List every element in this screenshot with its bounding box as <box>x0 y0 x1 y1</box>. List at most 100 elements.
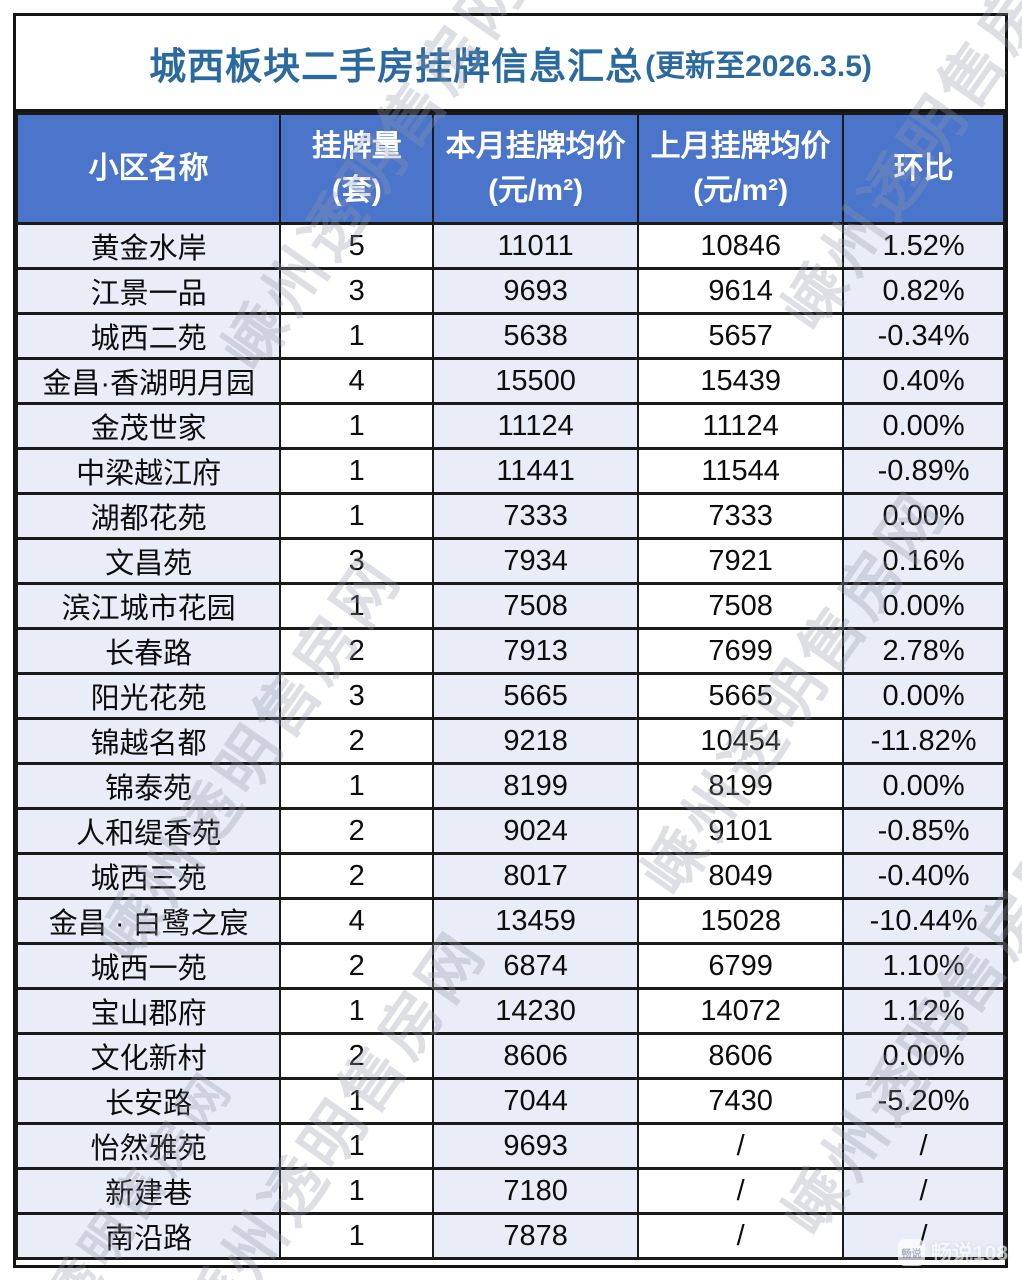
price-last-month-cell: / <box>637 1212 845 1260</box>
mom-change-cell: -11.82% <box>842 717 1005 765</box>
page-title: 城西板块二手房挂牌信息汇总 (更新至2026.3.5) <box>16 16 1005 112</box>
community-name-cell: 滨江城市花园 <box>15 582 282 630</box>
app-watermark-label: 畅说108 <box>931 1242 1009 1265</box>
table-row: 金茂世家 1 11124 11124 0.00% <box>15 402 1005 450</box>
listing-count-cell: 5 <box>279 222 435 270</box>
community-name-cell: 锦越名都 <box>15 717 282 765</box>
table-row: 文化新村 2 8606 8606 0.00% <box>15 1032 1005 1080</box>
table-row: 长安路 1 7044 7430 -5.20% <box>15 1077 1005 1125</box>
price-last-month-cell: 8606 <box>637 1032 845 1080</box>
price-last-month-cell: 15028 <box>637 897 845 945</box>
listing-count-cell: 1 <box>279 402 435 450</box>
price-this-month-cell: 7934 <box>432 537 640 585</box>
price-last-month-cell: 7430 <box>637 1077 845 1125</box>
listings-table: 小区名称 挂牌量 (套) 本月挂牌均价 (元/m²) 上月挂牌均价 (元/m²) 环比 黄金水… <box>15 112 1005 1260</box>
community-name-cell: 南沿路 <box>15 1212 282 1260</box>
table-row: 阳光花苑 3 5665 5665 0.00% <box>15 672 1005 720</box>
table-header-row: 小区名称 挂牌量 (套) 本月挂牌均价 (元/m²) 上月挂牌均价 (元/m²) 环比 <box>15 112 1005 225</box>
price-this-month-cell: 9024 <box>432 807 640 855</box>
community-name-cell: 湖都花苑 <box>15 492 282 540</box>
listing-count-cell: 1 <box>279 1212 435 1260</box>
price-this-month-cell: 11124 <box>432 402 640 450</box>
page-title-update-date: (更新至2026.3.5) <box>645 49 872 83</box>
price-this-month-cell: 9218 <box>432 717 640 765</box>
community-name-cell: 阳光花苑 <box>15 672 282 720</box>
listing-count-cell: 1 <box>279 1167 435 1215</box>
price-last-month-cell: 6799 <box>637 942 845 990</box>
table-row: 锦泰苑 1 8199 8199 0.00% <box>15 762 1005 810</box>
price-this-month-cell: 9693 <box>432 267 640 315</box>
mom-change-cell: -0.34% <box>842 312 1005 360</box>
mom-change-cell: 1.12% <box>842 987 1005 1035</box>
mom-change-cell: 0.40% <box>842 357 1005 405</box>
table-row: 黄金水岸 5 11011 10846 1.52% <box>15 222 1005 270</box>
table-row: 长春路 2 7913 7699 2.78% <box>15 627 1005 675</box>
mom-change-cell: 0.00% <box>842 672 1005 720</box>
price-this-month-cell: 11441 <box>432 447 640 495</box>
price-this-month-cell: 7878 <box>432 1212 640 1260</box>
listing-count-cell: 3 <box>279 267 435 315</box>
table-row: 文昌苑 3 7934 7921 0.16% <box>15 537 1005 585</box>
app-watermark-badge: 畅说 畅说108 <box>898 1237 1008 1267</box>
mom-change-cell: 0.00% <box>842 402 1005 450</box>
column-header-price-last-month: 上月挂牌均价 (元/m²) <box>637 112 845 225</box>
price-last-month-cell: 10454 <box>637 717 845 765</box>
table-row: 新建巷 1 7180// <box>15 1167 1005 1215</box>
price-last-month-cell: 5657 <box>637 312 845 360</box>
price-this-month-cell: 7180 <box>432 1167 640 1215</box>
community-name-cell: 中梁越江府 <box>15 447 282 495</box>
community-name-cell: 长安路 <box>15 1077 282 1125</box>
community-name-cell: 城西三苑 <box>15 852 282 900</box>
price-last-month-cell: 7699 <box>637 627 845 675</box>
column-header-price-this-month: 本月挂牌均价 (元/m²) <box>432 112 640 225</box>
column-header-community: 小区名称 <box>15 112 282 225</box>
listing-count-cell: 2 <box>279 717 435 765</box>
price-last-month-cell: 10846 <box>637 222 845 270</box>
listing-count-cell: 3 <box>279 672 435 720</box>
price-last-month-cell: / <box>637 1122 845 1170</box>
community-name-cell: 人和缇香苑 <box>15 807 282 855</box>
community-name-cell: 金昌·香湖明月园 <box>15 357 282 405</box>
price-this-month-cell: 15500 <box>432 357 640 405</box>
price-last-month-cell: 8199 <box>637 762 845 810</box>
price-this-month-cell: 8199 <box>432 762 640 810</box>
community-name-cell: 江景一品 <box>15 267 282 315</box>
table-head: 小区名称 挂牌量 (套) 本月挂牌均价 (元/m²) 上月挂牌均价 (元/m²) 环比 <box>15 112 1005 225</box>
listing-count-cell: 1 <box>279 447 435 495</box>
listing-count-cell: 2 <box>279 627 435 675</box>
mom-change-cell: -0.85% <box>842 807 1005 855</box>
price-last-month-cell: 15439 <box>637 357 845 405</box>
table-row: 锦越名都 2 9218 10454 -11.82% <box>15 717 1005 765</box>
listing-count-cell: 2 <box>279 1032 435 1080</box>
mom-change-cell: 0.00% <box>842 582 1005 630</box>
price-this-month-cell: 7044 <box>432 1077 640 1125</box>
mom-change-cell: 2.78% <box>842 627 1005 675</box>
mom-change-cell: 0.00% <box>842 762 1005 810</box>
listing-count-cell: 4 <box>279 357 435 405</box>
price-this-month-cell: 8017 <box>432 852 640 900</box>
listing-count-cell: 4 <box>279 897 435 945</box>
listing-count-cell: 2 <box>279 807 435 855</box>
price-last-month-cell: 5665 <box>637 672 845 720</box>
mom-change-cell: / <box>842 1122 1005 1170</box>
mom-change-cell: 1.10% <box>842 942 1005 990</box>
table-row: 南沿路 1 7878// <box>15 1212 1005 1260</box>
column-header-count: 挂牌量 (套) <box>279 112 435 225</box>
price-last-month-cell: 8049 <box>637 852 845 900</box>
price-this-month-cell: 7913 <box>432 627 640 675</box>
community-name-cell: 金昌 · 白鹭之宸 <box>15 897 282 945</box>
community-name-cell: 文昌苑 <box>15 537 282 585</box>
community-name-cell: 长春路 <box>15 627 282 675</box>
table-row: 金昌 · 白鹭之宸 4 13459 15028 -10.44% <box>15 897 1005 945</box>
community-name-cell: 新建巷 <box>15 1167 282 1215</box>
community-name-cell: 怡然雅苑 <box>15 1122 282 1170</box>
mom-change-cell: -10.44% <box>842 897 1005 945</box>
column-header-mom-change: 环比 <box>842 112 1005 225</box>
price-last-month-cell: 14072 <box>637 987 845 1035</box>
price-this-month-cell: 5638 <box>432 312 640 360</box>
table-row: 怡然雅苑 1 9693// <box>15 1122 1005 1170</box>
listing-count-cell: 1 <box>279 492 435 540</box>
community-name-cell: 金茂世家 <box>15 402 282 450</box>
price-last-month-cell: 11124 <box>637 402 845 450</box>
listing-count-cell: 3 <box>279 537 435 585</box>
